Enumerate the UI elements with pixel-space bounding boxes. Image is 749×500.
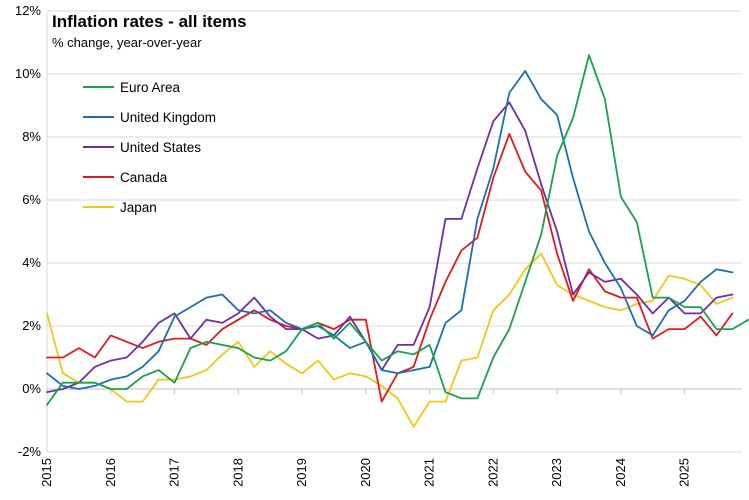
legend-label: United States	[120, 140, 201, 155]
x-tick-label: 2019	[294, 458, 309, 487]
series-line-united-states	[46, 101, 734, 394]
series-line-united-kingdom	[46, 70, 734, 390]
legend: Euro Area United Kingdom United States Cana…	[83, 80, 216, 215]
y-tick-label: 12%	[15, 3, 41, 18]
y-tick-label: -2%	[18, 444, 42, 459]
x-tick-label: 2025	[677, 458, 692, 487]
x-tick-label: 2024	[613, 458, 628, 487]
y-tick-label: 0%	[22, 381, 41, 396]
gridlines	[47, 10, 742, 453]
chart-title: Inflation rates - all items	[52, 12, 247, 31]
legend-label: Canada	[120, 170, 168, 185]
y-tick-label: 2%	[22, 318, 41, 333]
legend-label: United Kingdom	[120, 110, 216, 125]
x-tick-label: 2017	[167, 458, 182, 487]
series-line-canada	[46, 132, 734, 403]
y-tick-label: 10%	[15, 66, 41, 81]
x-tick-label: 2022	[485, 458, 500, 487]
y-tick-label: 8%	[22, 129, 41, 144]
series-lines	[46, 54, 749, 428]
chart-subtitle: % change, year-over-year	[52, 35, 202, 50]
legend-label: Japan	[120, 200, 157, 215]
x-tick-label: 2015	[39, 458, 54, 487]
y-tick-label: 6%	[22, 192, 41, 207]
series-line-euro-area	[46, 54, 749, 406]
legend-label: Euro Area	[120, 80, 181, 95]
x-tick-label: 2020	[358, 458, 373, 487]
x-tick-label: 2016	[103, 458, 118, 487]
series-line-japan	[46, 252, 734, 428]
x-tick-label: 2018	[230, 458, 245, 487]
x-tick-label: 2021	[422, 458, 437, 487]
axes: -2% 0% 2% 4% 6% 8% 10% 12% 2015 2016 2017 2018 2019 2…	[15, 3, 742, 487]
y-tick-label: 4%	[22, 255, 41, 270]
x-tick-label: 2023	[549, 458, 564, 487]
